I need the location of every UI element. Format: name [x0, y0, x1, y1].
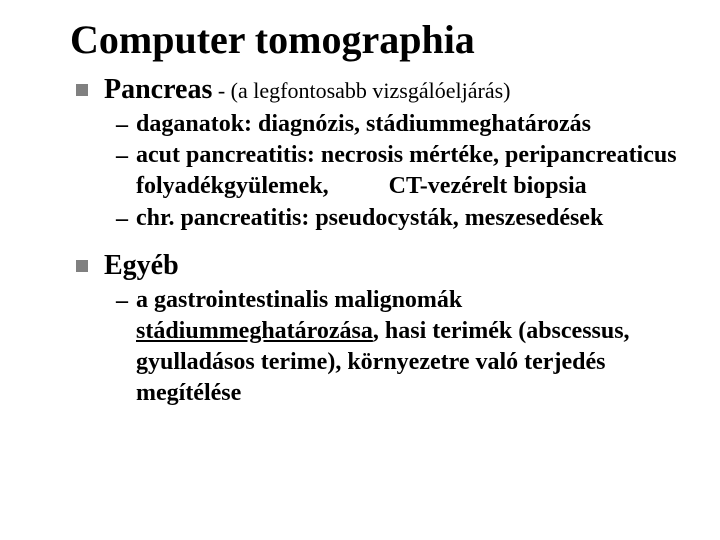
level2-text: chr. pancreatitis: pseudocysták, meszese… [136, 203, 603, 234]
level2-item: – acut pancreatitis: necrosis mértéke, p… [116, 140, 680, 202]
level2-item: – chr. pancreatitis: pseudocysták, mesze… [116, 203, 680, 234]
level2-text-prefix: a gastrointestinalis malignomák [136, 287, 462, 313]
slide-title: Computer tomographia [70, 18, 680, 62]
level2-text: a gastrointestinalis malignomák stádiumm… [136, 285, 680, 410]
slide: Computer tomographia Pancreas - (a legfo… [0, 0, 720, 540]
level1-item-pancreas: Pancreas - (a legfontosabb vizsgálóeljár… [76, 72, 680, 107]
level2-text: daganatok: diagnózis, stádiummeghatározá… [136, 109, 591, 140]
level1-content: Pancreas - (a legfontosabb vizsgálóeljár… [104, 72, 510, 107]
dash-bullet-icon: – [116, 204, 136, 234]
level1-content: Egyéb [104, 248, 179, 283]
level2-item: – daganatok: diagnózis, stádiummeghatáro… [116, 109, 680, 140]
level1-head: Pancreas [104, 74, 212, 105]
dash-bullet-icon: – [116, 141, 136, 171]
dash-bullet-icon: – [116, 286, 136, 316]
level1-item-egyeb: Egyéb [76, 248, 680, 283]
level2-group-pancreas: – daganatok: diagnózis, stádiummeghatáro… [116, 109, 680, 234]
dash-bullet-icon: – [116, 110, 136, 140]
level2-text-underlined: stádiummeghatározása [136, 318, 373, 344]
square-bullet-icon [76, 260, 88, 272]
level1-head: Egyéb [104, 250, 179, 281]
level2-group-egyeb: – a gastrointestinalis malignomák stádiu… [116, 285, 680, 410]
level1-note: - (a legfontosabb vizsgálóeljárás) [212, 78, 510, 103]
square-bullet-icon [76, 84, 88, 96]
level2-text: acut pancreatitis: necrosis mértéke, per… [136, 140, 680, 202]
level2-item: – a gastrointestinalis malignomák stádiu… [116, 285, 680, 410]
